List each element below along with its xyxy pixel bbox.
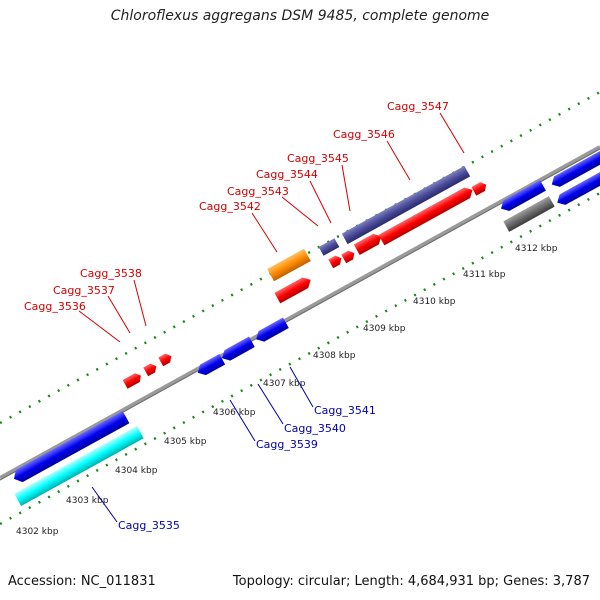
gene-cagg-3547-part[interactable]: [378, 185, 476, 246]
gene-cagg-3543[interactable]: [274, 275, 313, 304]
forward-gene-label-text: Cagg_3536 Cagg_3537 Cagg_3538 Cagg_3542 …: [24, 100, 449, 313]
gene-cagg-3545[interactable]: [318, 238, 340, 256]
tick-label: 4307 kbp: [263, 379, 306, 389]
gene-cagg-3544[interactable]: [328, 254, 343, 269]
gene-cagg-3546-part[interactable]: [353, 231, 384, 256]
reverse-gene-labels: [91, 366, 314, 523]
genome-backbone: [0, 145, 600, 480]
gene-cagg-3541[interactable]: [253, 317, 289, 345]
tick-label: 4303 kbp: [66, 496, 109, 506]
gene-label[interactable]: Cagg_3540: [284, 422, 346, 435]
gene-label[interactable]: Cagg_3536: [24, 300, 86, 313]
reverse-tick-line: [0, 191, 600, 526]
gene-cagg-3537[interactable]: [143, 362, 158, 377]
gene-label[interactable]: Cagg_3539: [256, 438, 318, 451]
gene-cagg-3535[interactable]: [14, 426, 144, 506]
gene-cagg-3546[interactable]: [341, 165, 471, 245]
gene-label[interactable]: Cagg_3537: [53, 284, 115, 297]
tick-label: 4305 kbp: [164, 437, 207, 447]
reverse-gene-label-text: Cagg_3535 Cagg_3539 Cagg_3540 Cagg_3541: [118, 404, 376, 532]
gene-cagg-3539[interactable]: [195, 353, 226, 378]
gene-upper-right-blue[interactable]: [549, 150, 600, 190]
reverse-genes: [11, 150, 600, 506]
gene-right-blue[interactable]: [554, 172, 600, 208]
tick-label: 4311 kbp: [463, 270, 506, 280]
gene-cagg-3542[interactable]: [267, 248, 311, 282]
gene-label[interactable]: Cagg_3547: [387, 100, 449, 113]
forward-genes: [122, 165, 488, 389]
gene-cagg-3547[interactable]: [471, 180, 488, 196]
gene-cagg-3536[interactable]: [122, 371, 144, 389]
tick-label: 4309 kbp: [363, 324, 406, 334]
gene-label[interactable]: Cagg_3543: [227, 185, 289, 198]
topology-text: Topology: circular; Length: 4,684,931 bp…: [232, 574, 590, 589]
gene-cagg-3545-small[interactable]: [341, 249, 356, 264]
forward-gene-labels: [78, 112, 465, 343]
gene-label[interactable]: Cagg_3535: [118, 519, 180, 532]
gene-label[interactable]: Cagg_3542: [199, 200, 261, 213]
map-title: Chloroflexus aggregans DSM 9485, complet…: [110, 8, 490, 24]
tick-label: 4304 kbp: [115, 466, 158, 476]
gene-label[interactable]: Cagg_3545: [287, 152, 349, 165]
gene-cagg-3540[interactable]: [219, 336, 255, 364]
accession-text: Accession: NC_011831: [8, 574, 156, 589]
tick-label: 4312 kbp: [515, 244, 558, 254]
tick-label: 4302 kbp: [16, 527, 59, 537]
gene-cagg-3538[interactable]: [158, 352, 173, 367]
gene-label[interactable]: Cagg_3538: [80, 267, 142, 280]
gene-label[interactable]: Cagg_3544: [256, 168, 318, 181]
tick-label: 4310 kbp: [413, 297, 456, 307]
gene-grey-feature[interactable]: [503, 196, 555, 232]
gene-label[interactable]: Cagg_3541: [314, 404, 376, 417]
tick-labels: 4302 kbp 4303 kbp 4304 kbp 4305 kbp 4306…: [16, 244, 558, 537]
gene-3548-blue[interactable]: [498, 180, 546, 214]
tick-label: 4306 kbp: [213, 408, 256, 418]
gene-label[interactable]: Cagg_3546: [333, 128, 395, 141]
gene-cagg-3535-upper[interactable]: [11, 410, 130, 485]
tick-label: 4308 kbp: [313, 351, 356, 361]
